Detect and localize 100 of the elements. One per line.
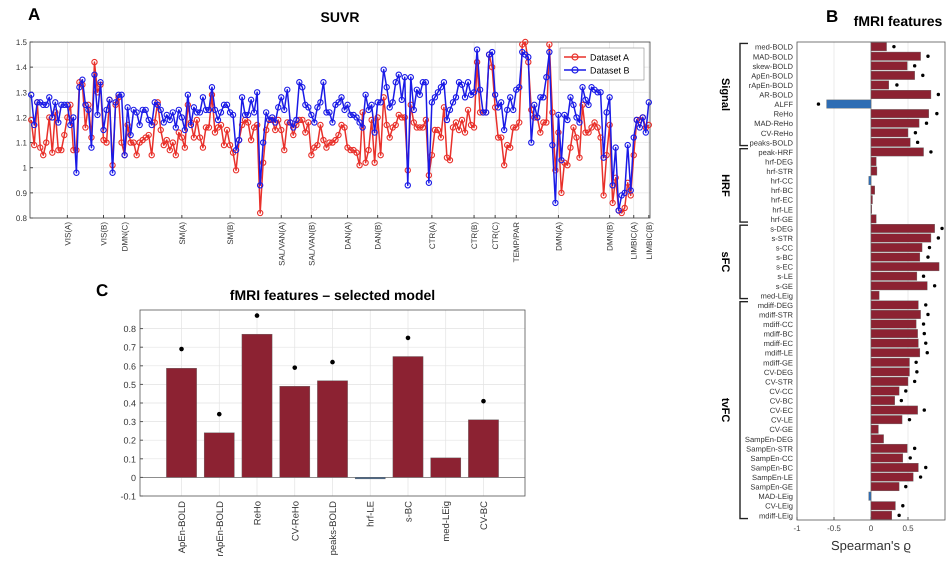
point <box>914 360 918 364</box>
text: Signal <box>719 78 731 112</box>
point <box>936 92 940 96</box>
point <box>179 346 184 352</box>
y-tick-label: 1.3 <box>16 88 28 98</box>
point <box>816 102 820 106</box>
y-tick-label: 0.1 <box>123 454 136 464</box>
x-tick-label: CTR(B) <box>470 222 480 250</box>
x-tick-label: -0.5 <box>827 524 842 533</box>
legend-label: Dataset B <box>590 66 630 76</box>
point <box>922 332 926 336</box>
bar <box>430 458 462 478</box>
x-tick-label: SAL/VAN(B) <box>307 222 316 266</box>
point <box>897 514 901 518</box>
point <box>901 504 905 508</box>
x-tick-label: LIMBIC(A) <box>630 222 639 260</box>
y-tick-label: 0.7 <box>123 342 136 353</box>
point <box>926 351 929 354</box>
point <box>924 121 928 125</box>
point <box>912 380 916 384</box>
point <box>921 74 924 78</box>
x-tick-label: DMN(C) <box>120 222 130 252</box>
point <box>924 303 928 307</box>
bar <box>279 386 310 478</box>
y-tick-label: 0.3 <box>123 417 136 428</box>
y-tick-label: 0.8 <box>123 324 136 334</box>
point <box>481 398 486 404</box>
x-tick-label: DMN(B) <box>606 222 615 251</box>
x-tick-label: s-BC <box>403 500 414 522</box>
point <box>908 418 912 422</box>
y-tick-label: -0.1 <box>120 492 136 502</box>
x-tick-label: CTR(A) <box>428 222 437 250</box>
y-tick-label: 0.9 <box>16 188 28 198</box>
bar <box>392 356 424 478</box>
legend-label: Dataset A <box>590 52 630 62</box>
point <box>926 312 930 316</box>
x-tick-label: 0 <box>868 524 874 533</box>
point <box>904 484 908 488</box>
point <box>936 236 940 240</box>
x-tick-label: SM(B) <box>226 222 236 245</box>
x-tick-label: 0.5 <box>902 524 914 533</box>
bar <box>317 380 348 478</box>
chart-title: fMRI features – selected model <box>230 287 436 303</box>
text: tvFC <box>719 398 731 422</box>
bar <box>242 334 272 478</box>
y-tick-label: 1.2 <box>16 113 28 122</box>
point <box>932 284 936 288</box>
x-tick-label: rApEn-BOLD <box>214 500 226 556</box>
y-tick-label: 1.4 <box>16 63 28 72</box>
bar <box>166 368 197 478</box>
point <box>330 360 335 364</box>
point <box>908 456 912 460</box>
point <box>254 313 260 318</box>
point <box>915 370 919 374</box>
x-tick-label: DMN(A) <box>554 222 564 251</box>
point <box>216 412 222 416</box>
point <box>924 466 928 470</box>
y-tick-label: 0.6 <box>123 361 136 372</box>
point <box>929 150 933 154</box>
point <box>922 322 926 326</box>
x-tick-label: CTR(C) <box>491 222 500 250</box>
text: sFC <box>719 251 731 272</box>
bar <box>204 432 235 478</box>
point <box>924 341 928 345</box>
point <box>935 112 939 116</box>
x-tick-label: SM(A) <box>178 222 187 245</box>
point <box>928 246 932 250</box>
point <box>904 389 908 393</box>
y-tick-label: 1 <box>22 164 28 173</box>
point <box>406 336 410 340</box>
point <box>918 475 922 479</box>
x-tick-label: LIMBIC(B) <box>644 222 654 260</box>
text: A <box>28 5 40 24</box>
x-tick-label: CV-ReHo <box>290 501 302 542</box>
point <box>926 255 930 259</box>
y-tick-label: 0 <box>130 472 136 483</box>
y-tick-label: 0.8 <box>16 214 28 223</box>
point <box>912 446 916 450</box>
x-tick-label: SAL/VAN(A) <box>277 222 286 266</box>
text: B <box>826 7 838 26</box>
y-tick-label: 0.5 <box>123 380 136 390</box>
y-tick-label: 1.1 <box>16 138 28 148</box>
y-tick-label: 0.2 <box>123 436 136 446</box>
x-tick-label: med-LEig <box>441 501 452 542</box>
chart-title: SUVR <box>320 9 360 25</box>
x-tick-label: hrf-LE <box>366 501 377 527</box>
x-tick-label: CV-BC <box>478 500 490 530</box>
point <box>916 140 920 144</box>
y-tick-label: 0.4 <box>123 398 136 408</box>
point <box>914 131 918 134</box>
point <box>922 408 926 412</box>
x-tick-label: ApEn-BOLD <box>177 500 188 554</box>
x-tick-label: peaks-BOLD <box>328 500 339 556</box>
bar <box>468 420 499 478</box>
x-tick-label: VIS(A) <box>63 222 72 246</box>
point <box>292 365 298 370</box>
point <box>892 44 896 48</box>
x-axis-title: Spearman's ϱ <box>830 538 912 553</box>
x-tick-label: ReHo <box>252 501 264 526</box>
point <box>900 398 904 402</box>
